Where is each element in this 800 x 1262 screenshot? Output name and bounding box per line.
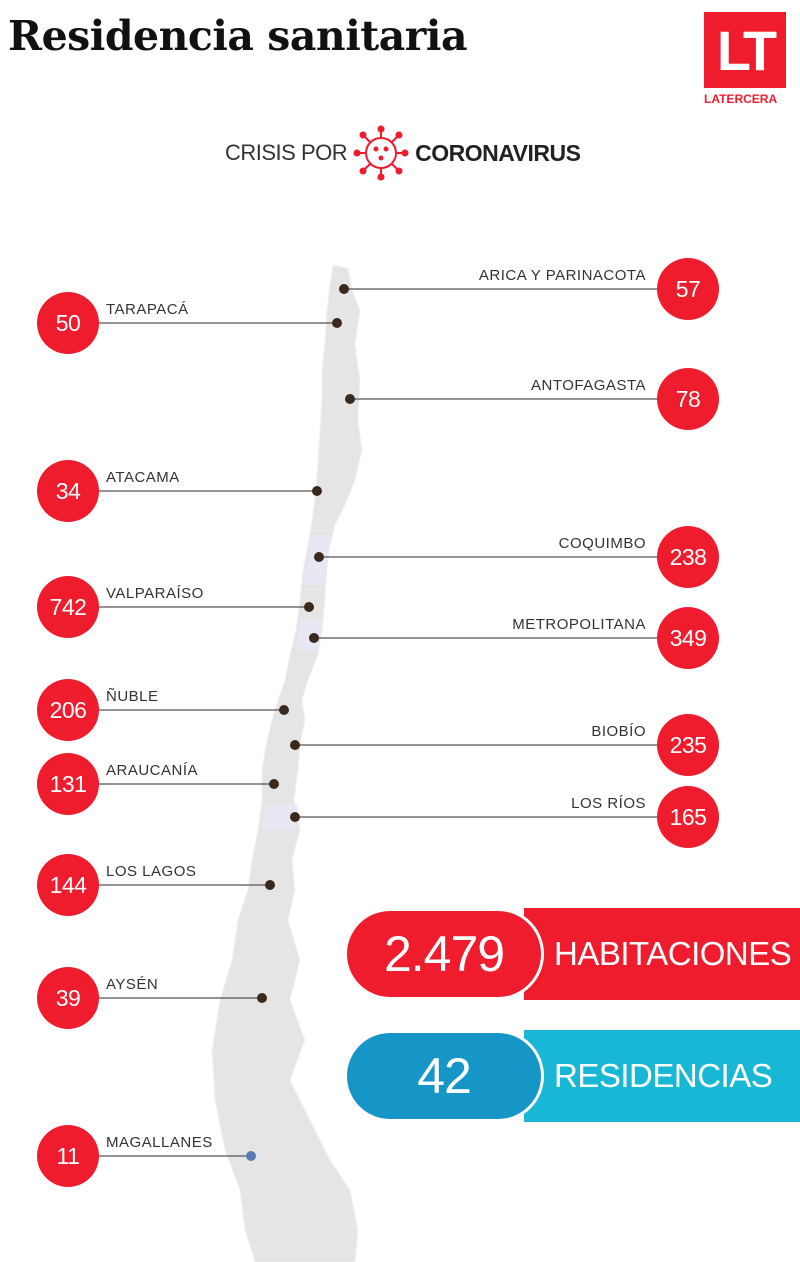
dot-nuble (279, 705, 289, 715)
region-label-los-lagos: LOS LAGOS (106, 863, 197, 880)
dot-antofagasta (345, 394, 355, 404)
dot-aysen (257, 993, 267, 1003)
region-label-tarapaca: TARAPACÁ (106, 301, 189, 318)
dot-valparaiso (304, 602, 314, 612)
region-label-antofagasta: ANTOFAGASTA (531, 377, 646, 394)
region-label-magallanes: MAGALLANES (106, 1134, 213, 1151)
value-bubble-coquimbo: 238 (657, 526, 719, 588)
virus-icon (353, 125, 409, 181)
region-label-aysen: AYSÉN (106, 976, 159, 993)
value-bubble-atacama: 34 (37, 460, 99, 522)
region-label-metropolitana: METROPOLITANA (512, 616, 646, 633)
region-label-los-rios: LOS RÍOS (571, 795, 646, 812)
crisis-header: CRISIS POR CORONAVIRUS (225, 125, 581, 181)
value-bubble-los-rios: 165 (657, 786, 719, 848)
value-bubble-magallanes: 11 (37, 1125, 99, 1187)
stat-habitaciones-band (524, 908, 800, 1000)
logo-mark: LT (704, 12, 786, 88)
value-bubble-tarapaca: 50 (37, 292, 99, 354)
region-label-biobio: BIOBÍO (591, 723, 646, 740)
dot-atacama (312, 486, 322, 496)
value-bubble-biobio: 235 (657, 714, 719, 776)
stat-residencias-label: RESIDENCIAS (554, 1057, 773, 1094)
stat-habitaciones-value: 2.479 (344, 908, 544, 1000)
stat-residencias: 42 RESIDENCIAS (344, 1030, 800, 1122)
crisis-lead: CRISIS POR (225, 140, 348, 165)
la-tercera-logo: LT LATERCERA (704, 12, 786, 110)
stat-residencias-value: 42 (344, 1030, 544, 1122)
logo-text: LATERCERA (704, 92, 778, 106)
page-title: Residencia sanitaria (8, 12, 468, 60)
dot-magallanes (246, 1151, 256, 1161)
value-bubble-arica-y-parinacota: 57 (657, 258, 719, 320)
dot-metropolitana (309, 633, 319, 643)
dot-araucania (269, 779, 279, 789)
dot-arica-y-parinacota (339, 284, 349, 294)
dot-los-rios (290, 812, 300, 822)
region-connector-lines (95, 284, 660, 1161)
region-label-coquimbo: COQUIMBO (558, 535, 646, 552)
crisis-main: CORONAVIRUS (415, 139, 581, 166)
value-bubble-aysen: 39 (37, 967, 99, 1029)
region-label-valparaiso: VALPARAÍSO (106, 585, 204, 602)
region-label-atacama: ATACAMA (106, 469, 180, 486)
region-label-nuble: ÑUBLE (106, 688, 159, 705)
dot-coquimbo (314, 552, 324, 562)
value-bubble-antofagasta: 78 (657, 368, 719, 430)
stat-habitaciones: 2.479 HABITACIONES (344, 908, 800, 1000)
value-bubble-valparaiso: 742 (37, 576, 99, 638)
dot-biobio (290, 740, 300, 750)
value-bubble-nuble: 206 (37, 679, 99, 741)
chile-map-shape (211, 264, 363, 1262)
stat-habitaciones-label: HABITACIONES (554, 935, 792, 972)
dot-tarapaca (332, 318, 342, 328)
dot-los-lagos (265, 880, 275, 890)
chile-map-highlight-south (262, 805, 298, 830)
stat-residencias-band (524, 1030, 800, 1122)
chile-map-highlight-metropolitana (296, 620, 322, 650)
value-bubble-metropolitana: 349 (657, 607, 719, 669)
value-bubble-araucania: 131 (37, 753, 99, 815)
region-label-araucania: ARAUCANÍA (106, 762, 199, 779)
region-label-arica-y-parinacota: ARICA Y PARINACOTA (478, 267, 646, 284)
value-bubble-los-lagos: 144 (37, 854, 99, 916)
